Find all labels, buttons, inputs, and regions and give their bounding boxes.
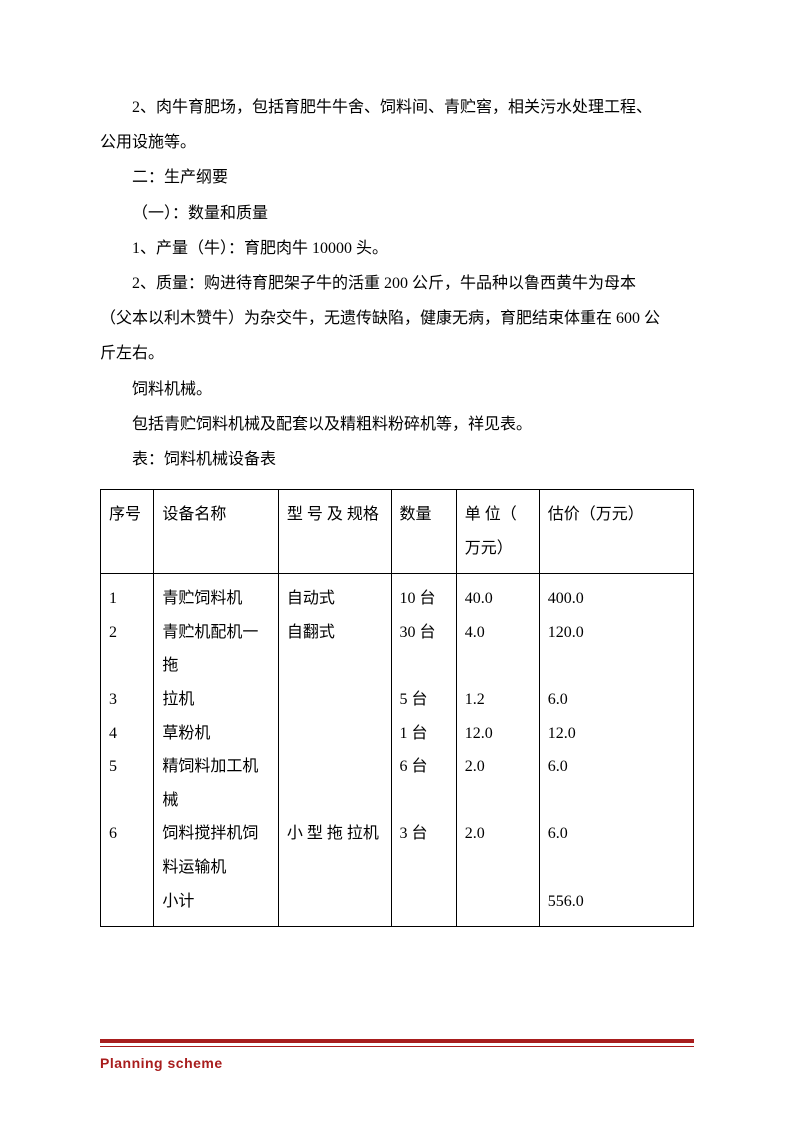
table-header-cell: 数量 [391,490,456,574]
table-header-cell: 设备名称 [154,490,279,574]
paragraph: 2、肉牛育肥场，包括育肥牛牛舍、饲料间、青贮窖，相关污水处理工程、 [100,90,694,125]
paragraph: 包括青贮饲料机械及配套以及精粗料粉碎机等，祥见表。 [100,407,694,442]
table-cell: 400.0 120.0 6.0 12.0 6.0 6.0 556.0 [539,574,693,927]
table-header-cell: 单 位（ 万元） [456,490,539,574]
paragraph: 2、质量：购进待育肥架子牛的活重 200 公斤，牛品种以鲁西黄牛为母本 [100,266,694,301]
paragraph: （一）：数量和质量 [100,196,694,231]
footer-line-thin [100,1046,694,1047]
table-cell: 10 台 30 台 5 台 1 台 6 台 3 台 [391,574,456,927]
table-body-row: 1 2 3 4 5 6 青贮饲料机 青贮机配机一拖 拉机 草粉机 精饲料加工机械… [101,574,694,927]
paragraph: （父本以利木赞牛）为杂交牛，无遗传缺陷，健康无病，育肥结束体重在 600 公 [100,301,694,336]
table-header-cell: 型 号 及 规格 [278,490,391,574]
table-header-cell: 序号 [101,490,154,574]
footer-text: Planning scheme [100,1055,694,1071]
table-header-row: 序号 设备名称 型 号 及 规格 数量 单 位（ 万元） 估价（万元） [101,490,694,574]
paragraph: 公用设施等。 [100,125,694,160]
equipment-table: 序号 设备名称 型 号 及 规格 数量 单 位（ 万元） 估价（万元） 1 2 … [100,489,694,927]
paragraph: 1、产量（牛）：育肥肉牛 10000 头。 [100,231,694,266]
table-cell: 青贮饲料机 青贮机配机一拖 拉机 草粉机 精饲料加工机械 饲料搅拌机饲料运输机 … [154,574,279,927]
paragraph: 表：饲料机械设备表 [100,442,694,477]
document-body: 2、肉牛育肥场，包括育肥牛牛舍、饲料间、青贮窖，相关污水处理工程、 公用设施等。… [100,90,694,927]
table-cell: 40.0 4.0 1.2 12.0 2.0 2.0 [456,574,539,927]
paragraph: 斤左右。 [100,336,694,371]
table-cell: 1 2 3 4 5 6 [101,574,154,927]
footer: Planning scheme [100,1039,694,1071]
footer-line-thick [100,1039,694,1043]
paragraph: 饲料机械。 [100,372,694,407]
paragraph: 二：生产纲要 [100,160,694,195]
table-header-cell: 估价（万元） [539,490,693,574]
table-cell: 自动式 自翻式 小 型 拖 拉机 [278,574,391,927]
